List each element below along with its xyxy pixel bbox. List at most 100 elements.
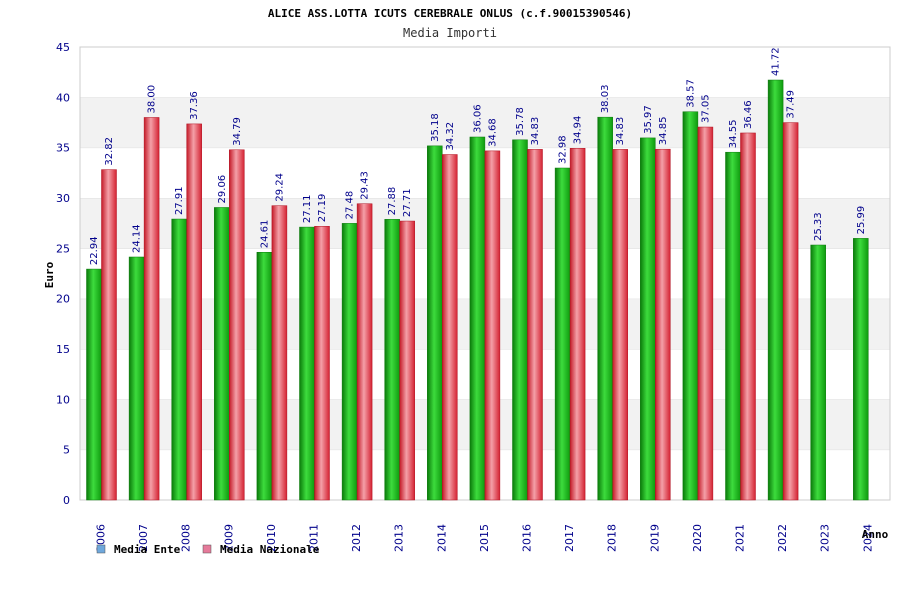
data-label: 24.61 bbox=[259, 220, 270, 249]
bar-media-nazionale bbox=[442, 154, 458, 501]
x-tick-label: 2020 bbox=[691, 524, 704, 552]
data-label: 34.83 bbox=[615, 117, 626, 146]
data-label: 29.24 bbox=[274, 173, 285, 202]
x-tick-label: 2013 bbox=[393, 524, 406, 552]
legend-label-media-nazionale: Media Nazionale bbox=[220, 543, 320, 556]
legend-swatch-media-ente bbox=[96, 544, 106, 554]
data-label: 36.46 bbox=[743, 100, 754, 129]
x-tick-label: 2014 bbox=[435, 524, 448, 552]
bar-media-nazionale bbox=[186, 123, 202, 501]
y-tick-label: 45 bbox=[56, 41, 70, 54]
y-tick-label: 35 bbox=[56, 142, 70, 155]
bar-media-nazionale bbox=[655, 148, 671, 501]
data-label: 32.98 bbox=[558, 135, 569, 164]
bar-media-ente bbox=[299, 226, 315, 501]
bar-media-ente bbox=[554, 167, 571, 501]
data-label: 24.14 bbox=[132, 224, 143, 253]
data-label: 27.19 bbox=[317, 194, 328, 223]
data-label: 38.00 bbox=[147, 85, 158, 114]
legend: Media Ente Media Nazionale bbox=[96, 543, 320, 556]
y-tick-label: 0 bbox=[63, 494, 70, 507]
data-label: 37.49 bbox=[786, 90, 797, 119]
bar-media-nazionale bbox=[569, 148, 586, 501]
x-tick-label: 2012 bbox=[350, 524, 363, 552]
data-label: 27.11 bbox=[302, 194, 313, 223]
data-label: 34.68 bbox=[487, 118, 498, 147]
data-label: 27.88 bbox=[387, 187, 398, 216]
bar-media-ente bbox=[640, 137, 656, 501]
x-tick-label: 2022 bbox=[776, 524, 789, 552]
bar-media-ente bbox=[128, 256, 145, 501]
data-label: 34.55 bbox=[728, 120, 739, 149]
x-tick-label: 2021 bbox=[734, 524, 747, 552]
data-label: 41.72 bbox=[771, 47, 782, 76]
x-tick-label: 2024 bbox=[861, 524, 874, 552]
bar-media-ente bbox=[427, 145, 443, 501]
x-tick-label: 2011 bbox=[308, 524, 321, 552]
data-label: 34.83 bbox=[530, 117, 541, 146]
data-label: 34.32 bbox=[445, 122, 456, 151]
bar-media-nazionale bbox=[271, 205, 288, 501]
y-tick-label: 40 bbox=[56, 91, 70, 104]
bar-media-nazionale bbox=[229, 149, 245, 501]
bar-media-ente bbox=[682, 111, 699, 501]
x-tick-label: 2017 bbox=[563, 524, 576, 552]
data-label: 38.57 bbox=[685, 79, 696, 108]
bar-media-ente bbox=[86, 268, 102, 501]
x-tick-label: 2019 bbox=[648, 524, 661, 552]
bar-media-ente bbox=[469, 136, 486, 501]
bar-media-nazionale bbox=[143, 117, 160, 501]
data-label: 35.18 bbox=[430, 113, 441, 142]
legend-label-media-ente: Media Ente bbox=[114, 543, 181, 556]
data-label: 35.97 bbox=[643, 105, 654, 134]
chart-title: ALICE ASS.LOTTA ICUTS CEREBRALE ONLUS (c… bbox=[268, 7, 632, 20]
y-tick-label: 10 bbox=[56, 393, 70, 406]
bar-media-ente bbox=[384, 219, 400, 501]
data-label: 25.99 bbox=[856, 206, 867, 235]
data-label: 35.78 bbox=[515, 107, 526, 136]
bars-group: 22.94 32.82 24.14 38.00 27.91 37.36 29.06 34.79… bbox=[86, 47, 869, 501]
bar-media-nazionale bbox=[612, 149, 628, 501]
data-label: 22.94 bbox=[89, 236, 100, 265]
y-axis-ticks: 0 5 10 15 20 25 30 35 40 45 bbox=[56, 41, 70, 507]
data-label: 25.33 bbox=[813, 212, 824, 241]
bar-media-ente bbox=[341, 223, 358, 501]
bar-media-ente bbox=[810, 244, 826, 501]
grid-band bbox=[80, 47, 890, 98]
bar-media-nazionale bbox=[697, 126, 714, 501]
data-label: 37.05 bbox=[700, 94, 711, 123]
bar-media-ente bbox=[597, 116, 613, 501]
y-tick-label: 30 bbox=[56, 192, 70, 205]
x-tick-label: 2016 bbox=[521, 524, 534, 552]
data-label: 37.36 bbox=[189, 91, 200, 120]
bar-media-ente bbox=[512, 139, 528, 501]
bar-media-nazionale bbox=[484, 150, 501, 501]
data-label: 34.79 bbox=[232, 117, 243, 146]
bar-media-ente bbox=[725, 151, 741, 501]
bar-media-ente bbox=[853, 238, 869, 501]
data-label: 27.48 bbox=[345, 191, 356, 220]
bar-media-ente bbox=[171, 218, 187, 501]
bar-media-nazionale bbox=[527, 149, 543, 501]
data-label: 27.91 bbox=[174, 186, 185, 215]
data-label: 34.85 bbox=[658, 117, 669, 146]
x-tick-label: 2018 bbox=[606, 524, 619, 552]
data-label: 27.71 bbox=[402, 188, 413, 217]
x-tick-label: 2009 bbox=[222, 524, 235, 552]
bar-media-nazionale bbox=[314, 226, 330, 501]
data-label: 36.06 bbox=[472, 104, 483, 133]
y-tick-label: 20 bbox=[56, 293, 70, 306]
x-tick-label: 2015 bbox=[478, 524, 491, 552]
y-tick-label: 15 bbox=[56, 343, 70, 356]
bar-media-nazionale bbox=[101, 169, 117, 501]
data-label: 29.06 bbox=[217, 175, 228, 204]
bar-media-nazionale bbox=[740, 132, 756, 501]
data-label: 38.03 bbox=[600, 85, 611, 114]
data-label: 34.94 bbox=[573, 116, 584, 145]
bar-media-ente bbox=[767, 79, 784, 501]
x-tick-label: 2010 bbox=[265, 524, 278, 552]
bar-media-nazionale bbox=[782, 122, 799, 501]
y-tick-label: 25 bbox=[56, 242, 70, 255]
